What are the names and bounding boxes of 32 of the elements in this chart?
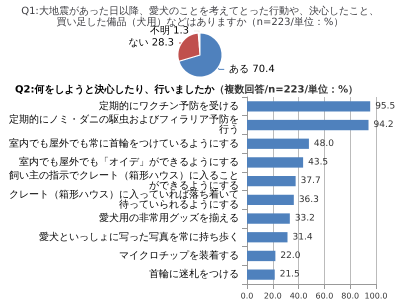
x-tick-label: 100.0 <box>364 292 388 300</box>
text: Q2:何をしようと決心したり、行いましたか <box>15 84 216 96</box>
x-tick-label: 20.0 <box>264 292 282 300</box>
chart-subtitle: （複数回答/n=223/単位：%） <box>214 84 358 96</box>
data-label: 1.3 <box>173 26 190 37</box>
y-tick-label: 室内でも屋外でも常に首輪をつけているようにする <box>9 137 239 150</box>
slice-label: ある <box>229 64 252 75</box>
data-label: 28.3 <box>152 38 174 49</box>
y-tick-label: 定期的にノミ・ダニの駆虫およびフィラリア予防を行う <box>9 114 239 136</box>
data-label: 95.5 <box>375 101 396 112</box>
data-label: 21.5 <box>280 270 300 280</box>
y-tick-label: 室内でも屋外でも「オイデ」ができるようにする <box>19 156 239 168</box>
x-tick-label: 60.0 <box>315 292 334 300</box>
slice-label: 不明 <box>150 26 174 37</box>
y-tick-label: 愛犬といっしょに写った写真を常に持ち歩く <box>39 230 239 243</box>
y-tick-label: 愛犬用の非常用グッズを揃える <box>99 212 239 224</box>
x-tick-label: 40.0 <box>290 292 308 300</box>
x-tick-label: 0.0 <box>240 292 254 300</box>
y-tick-label: 定期的にワクチン予防を受ける <box>99 100 239 112</box>
data-label: 94.2 <box>374 120 394 130</box>
data-label: 31.4 <box>292 232 313 242</box>
x-tick-label: 80.0 <box>341 292 360 300</box>
data-label: 22.0 <box>280 250 301 261</box>
data-label: 70.4 <box>252 64 275 75</box>
data-label: 43.5 <box>308 157 328 168</box>
y-tick-label: 首輪に迷札をつける <box>149 268 239 280</box>
data-label: 36.3 <box>298 194 319 205</box>
data-label: 37.7 <box>300 176 321 186</box>
y-tick-label: マイクロチップを装着する <box>119 249 239 262</box>
slice-label: ない <box>128 38 152 49</box>
data-label: 33.2 <box>294 214 315 224</box>
data-label: 48.0 <box>314 138 334 149</box>
